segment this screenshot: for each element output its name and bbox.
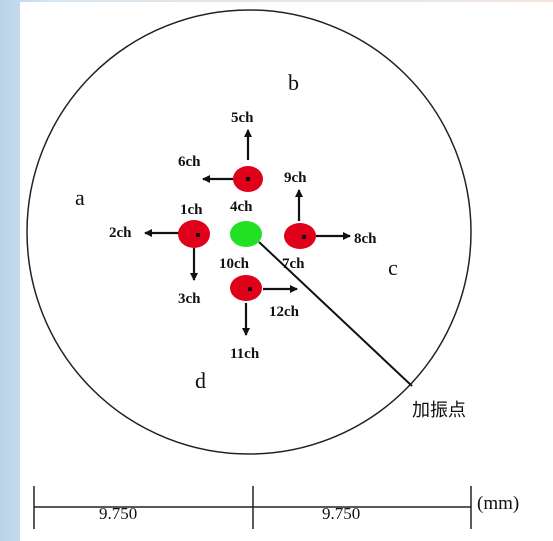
- excitation-leader-line: [258, 241, 413, 387]
- scale-bar: 9.750 9.750 (mm): [33, 486, 519, 529]
- sensor-bottom: [230, 275, 298, 336]
- sensor-left: [144, 220, 210, 281]
- region-label-d: d: [195, 368, 206, 393]
- channel-label-5ch: 5ch: [231, 110, 254, 126]
- sensor-center: [196, 233, 200, 237]
- region-label-c: c: [388, 255, 398, 280]
- excitation-point-dot: [230, 221, 262, 247]
- sensor-center: [302, 235, 306, 239]
- excitation-point-label: 加振点: [412, 400, 466, 421]
- channel-label-8ch: 8ch: [354, 231, 377, 247]
- diagram-panel: b a c d 5ch 6ch 4ch 1ch 2ch 3ch 9ch 8ch …: [20, 2, 553, 541]
- channel-label-11ch: 11ch: [230, 346, 260, 362]
- region-label-a: a: [75, 185, 85, 210]
- channel-label-2ch: 2ch: [109, 225, 132, 241]
- channel-label-9ch: 9ch: [284, 170, 307, 186]
- sensor-center: [248, 287, 252, 291]
- channel-label-1ch: 1ch: [180, 202, 203, 218]
- sensor-top: [202, 129, 263, 192]
- specimen-circle: [26, 9, 472, 455]
- scale-left-value: 9.750: [99, 504, 137, 523]
- sensor-right: [284, 189, 351, 249]
- channel-label-12ch: 12ch: [269, 304, 300, 320]
- channel-label-4ch: 4ch: [230, 199, 253, 215]
- sensor-center: [246, 177, 250, 181]
- sensor-dot-7ch: [284, 223, 316, 249]
- channel-label-7ch: 7ch: [282, 256, 305, 272]
- sensor-dot-10ch: [230, 275, 262, 301]
- scale-unit: (mm): [477, 493, 519, 514]
- channel-label-6ch: 6ch: [178, 154, 201, 170]
- channel-label-10ch: 10ch: [219, 256, 250, 272]
- sensor-layout-diagram: b a c d 5ch 6ch 4ch 1ch 2ch 3ch 9ch 8ch …: [26, 9, 519, 529]
- channel-label-3ch: 3ch: [178, 291, 201, 307]
- sensor-dot-1ch: [178, 220, 210, 248]
- region-label-b: b: [288, 70, 299, 95]
- scale-right-value: 9.750: [322, 504, 360, 523]
